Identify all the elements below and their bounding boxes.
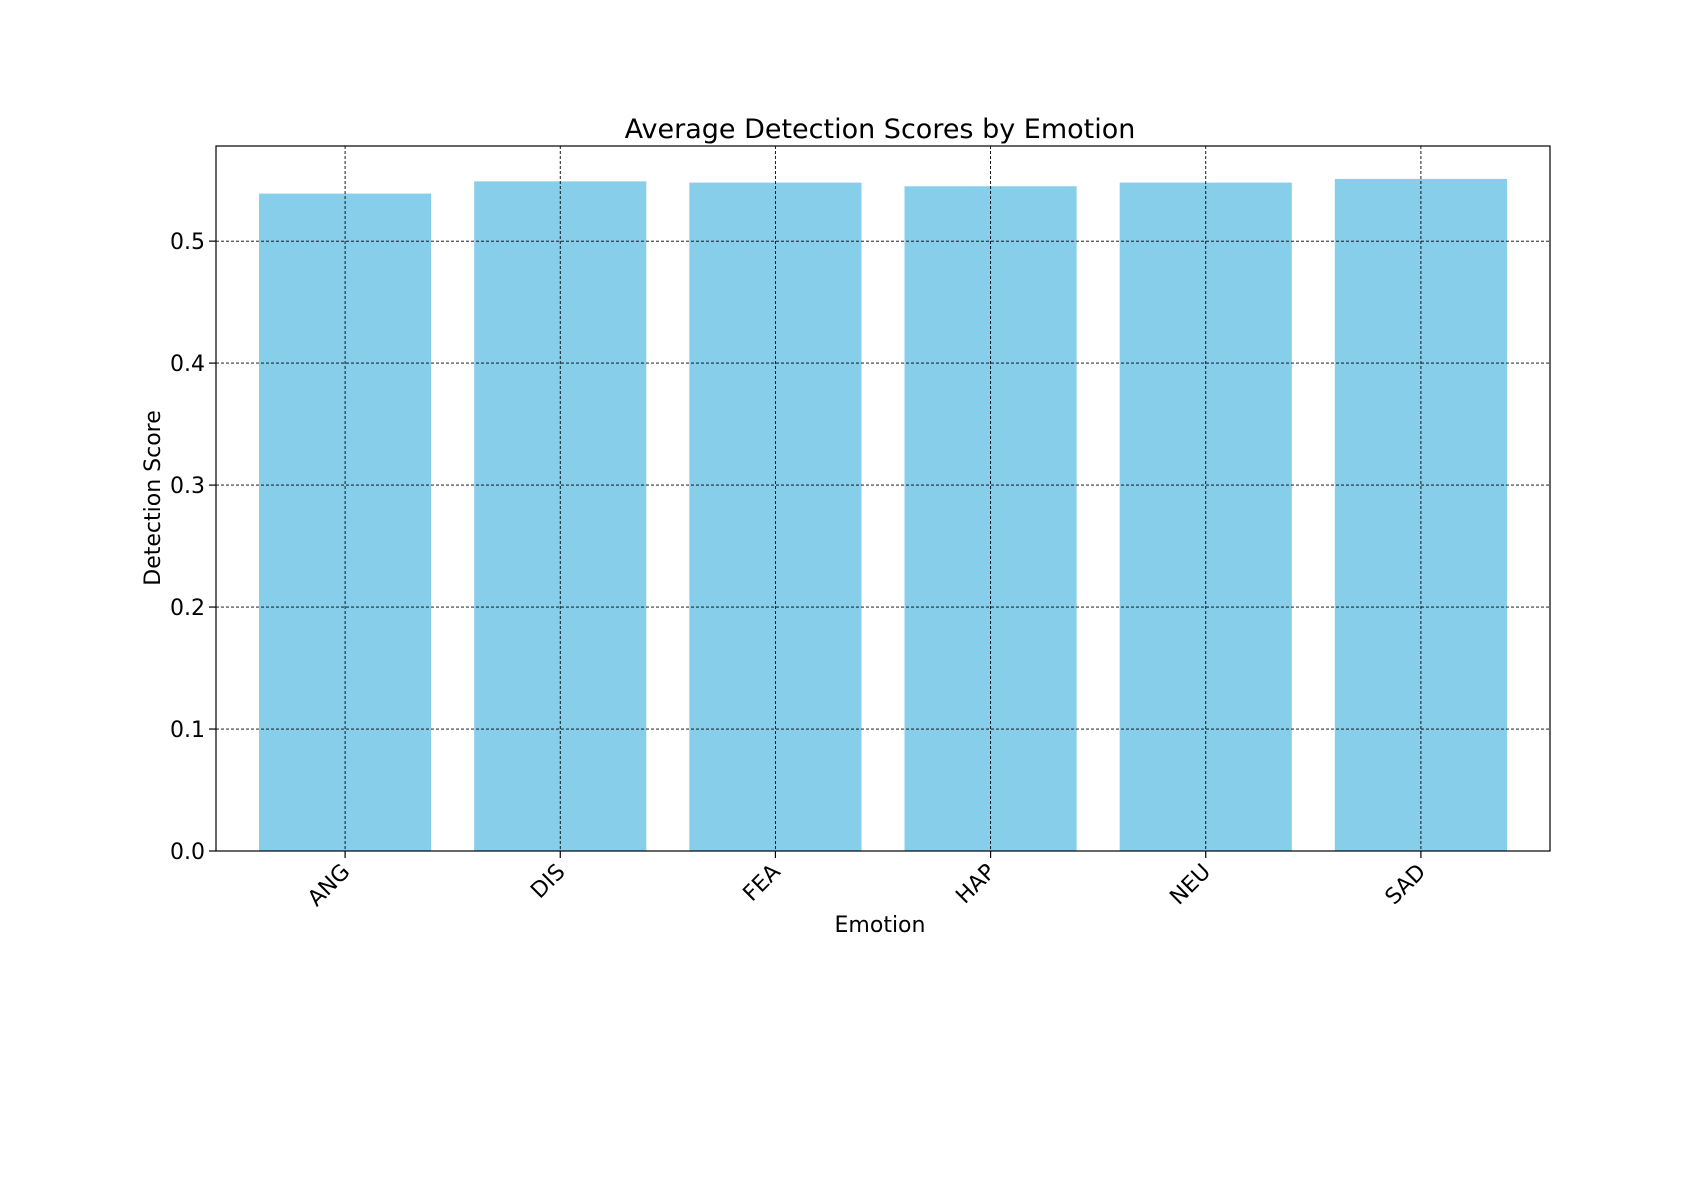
y-tick-label: 0.0 <box>170 840 205 865</box>
y-tick-label: 0.3 <box>170 474 205 499</box>
y-axis: 0.0 0.1 0.2 0.3 0.4 0.5 <box>170 230 216 865</box>
x-tick-label-ang: ANG <box>303 860 355 912</box>
bar-sad <box>1334 178 1507 852</box>
y-tick-label: 0.2 <box>170 596 205 621</box>
x-tick-label-sad: SAD <box>1381 860 1431 910</box>
x-axis: ANG DIS FEA HAP NEU SAD <box>303 851 1431 912</box>
x-tick-label-dis: DIS <box>526 860 570 904</box>
x-tick-label-neu: NEU <box>1165 860 1216 911</box>
x-tick-label-fea: FEA <box>739 860 786 907</box>
y-tick-label: 0.5 <box>170 230 205 255</box>
chart-title: Average Detection Scores by Emotion <box>625 114 1136 145</box>
x-axis-label: Emotion <box>835 913 926 938</box>
y-tick-label: 0.1 <box>170 718 205 743</box>
x-tick-label-hap: HAP <box>951 860 1000 909</box>
y-axis-label: Detection Score <box>141 410 166 585</box>
bars-group <box>259 178 1507 852</box>
plot-frame <box>215 145 1551 852</box>
y-tick-label: 0.4 <box>170 352 205 377</box>
grid-group <box>216 146 1550 852</box>
